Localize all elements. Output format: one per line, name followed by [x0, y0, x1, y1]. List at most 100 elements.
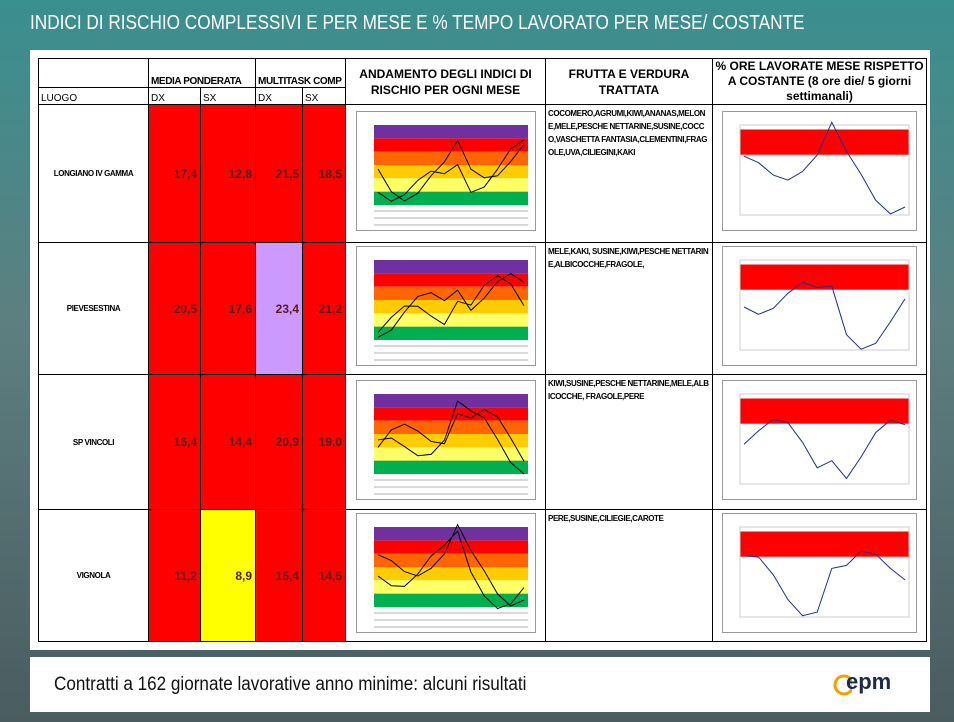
risk-band — [373, 191, 528, 205]
group-header: MEDIA PONDERATA — [147, 58, 257, 88]
sub-header: DX — [148, 86, 201, 106]
chart-thumbnail — [722, 379, 918, 500]
thumb-line — [377, 530, 524, 610]
risk-band — [373, 460, 528, 474]
index-cell: 17,6 — [199, 242, 257, 375]
risk-band — [373, 151, 528, 165]
logo: epm — [832, 669, 912, 701]
risk-chart-cell — [345, 374, 547, 510]
index-cell: 14,4 — [199, 374, 257, 510]
risk-band — [373, 446, 528, 461]
hours-chart-cell — [712, 104, 928, 243]
risk-band — [373, 580, 528, 594]
table-row: PIEVESESTINA 20,5 17,6 23,4 21,2 MELE,KAKI, S… — [38, 242, 928, 375]
risk-band — [373, 125, 528, 139]
column-header: % ORE LAVORATE MESE RISPETTO A COSTANTE … — [712, 58, 928, 105]
hours-chart-cell — [712, 242, 928, 375]
risk-band — [373, 433, 528, 447]
risk-chart-cell — [345, 242, 547, 375]
plot-frame — [739, 259, 910, 351]
luogo-cell: LONGIANO IV GAMMA — [38, 104, 149, 243]
content-panel: MEDIA PONDERATA MULTITASK COMP ANDAMENTO… — [30, 50, 930, 650]
thumb-line — [743, 550, 906, 617]
thumb-line — [377, 273, 524, 338]
thumb-frame — [722, 513, 918, 633]
chart-thumbnail — [355, 246, 536, 366]
sub-header: SX — [302, 86, 347, 106]
sub-header: DX — [255, 86, 304, 106]
index-cell: 19,0 — [302, 374, 347, 510]
risk-band — [373, 273, 528, 287]
threshold-band — [740, 264, 910, 290]
thumb-line — [743, 418, 906, 479]
chart-thumbnail — [722, 513, 918, 633]
risk-band — [373, 300, 528, 314]
index-cell: 15,4 — [255, 509, 304, 642]
index-cell: 8,9 — [199, 509, 257, 642]
sub-header: SX — [199, 86, 257, 106]
chart-thumbnail — [355, 379, 536, 500]
column-header: ANDAMENTO DEGLI INDICI DI RISCHIO PER OG… — [345, 58, 547, 105]
thumb-line — [377, 408, 524, 462]
risk-band — [373, 393, 528, 407]
hours-chart-cell — [712, 509, 928, 642]
logo-text: epm — [846, 669, 892, 694]
thumb-line — [377, 523, 524, 607]
fruit-cell: PERE,SUSINE,CILIEGIE,CAROTE — [545, 509, 714, 642]
results-table: MEDIA PONDERATA MULTITASK COMP ANDAMENTO… — [38, 58, 928, 642]
luogo-cell: PIEVESESTINA — [38, 242, 149, 375]
thumb-line — [377, 275, 524, 333]
thumb-line — [377, 399, 524, 474]
plot-frame — [739, 526, 910, 618]
risk-band — [373, 178, 528, 192]
header-cell — [38, 58, 149, 88]
slide-title: INDICI DI RISCHIO COMPLESSIVI E PER MESE… — [30, 12, 805, 34]
thumb-line — [377, 139, 524, 202]
risk-band — [373, 165, 528, 179]
table-row: VIGNOLA 11,2 8,9 15,4 14,5 PERE,SUSINE,CILIEG… — [38, 509, 928, 642]
risk-band — [373, 540, 528, 554]
threshold-band — [740, 398, 910, 424]
risk-band — [373, 567, 528, 581]
risk-band — [373, 420, 528, 434]
threshold-band — [740, 129, 910, 155]
risk-chart-cell — [345, 509, 547, 642]
risk-band — [373, 286, 528, 300]
footer-text: Contratti a 162 giornate lavorative anno… — [54, 674, 527, 695]
index-cell: 20,9 — [255, 374, 304, 510]
fruit-cell: KIWI,SUSINE,PESCHE NETTARINE,MELE,ALBICO… — [545, 374, 714, 510]
index-cell: 17,4 — [148, 104, 201, 243]
chart-thumbnail — [722, 111, 918, 231]
risk-band — [373, 313, 528, 327]
thumb-line — [743, 121, 906, 215]
table-row: LONGIANO IV GAMMA 17,4 12,8 21,5 18,5 COCOMER… — [38, 104, 928, 243]
risk-band — [373, 138, 528, 152]
risk-band — [373, 593, 528, 607]
thumb-frame — [722, 379, 918, 500]
chart-thumbnail — [722, 246, 918, 366]
risk-band — [373, 527, 528, 541]
risk-band — [373, 406, 528, 421]
fruit-cell: COCOMERO,AGRUMI,KIWI,ANANAS,MELONE,MELE,… — [545, 104, 714, 243]
chart-thumbnail — [355, 513, 536, 633]
risk-band — [373, 553, 528, 567]
footer: Contratti a 162 giornate lavorative anno… — [30, 657, 930, 712]
index-cell: 18,5 — [302, 104, 347, 243]
index-cell: 20,5 — [148, 242, 201, 375]
index-cell: 14,5 — [302, 509, 347, 642]
risk-band — [373, 326, 528, 340]
risk-chart-cell — [345, 104, 547, 243]
fruit-cell: MELE,KAKI, SUSINE,KIWI,PESCHE NETTARINE,… — [545, 242, 714, 375]
plot-frame — [739, 124, 910, 216]
index-cell: 21,5 — [255, 104, 304, 243]
luogo-cell: SP VINCOLI — [38, 374, 149, 510]
logo-mark — [833, 674, 852, 696]
sub-header: LUOGO — [38, 86, 149, 106]
index-cell: 11,2 — [148, 509, 201, 642]
group-header: MULTITASK COMP — [255, 58, 347, 88]
thumb-frame — [722, 111, 918, 231]
table-row: SP VINCOLI 16,4 14,4 20,9 19,0 KIWI,SUSINE,PE… — [38, 374, 928, 510]
risk-band — [373, 260, 528, 274]
hours-chart-cell — [712, 374, 928, 510]
